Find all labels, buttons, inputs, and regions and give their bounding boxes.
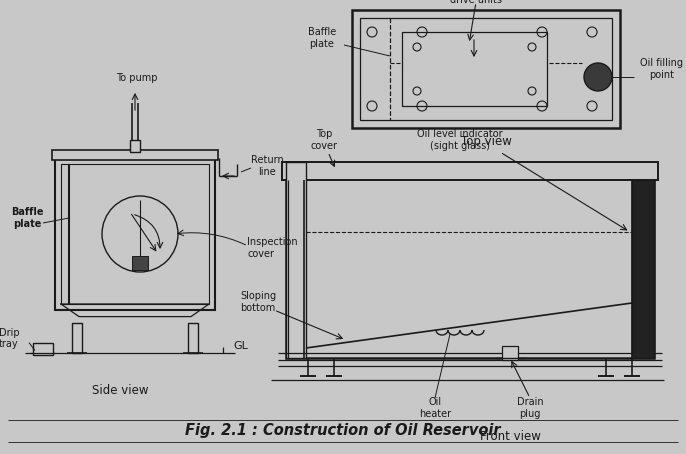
- Bar: [55, 158, 215, 310]
- Text: Front view: Front view: [480, 429, 541, 443]
- Bar: [632, 182, 644, 204]
- Circle shape: [584, 63, 612, 91]
- Bar: [402, 32, 547, 106]
- Bar: [132, 256, 148, 270]
- Text: GL: GL: [233, 340, 248, 350]
- Bar: [286, 162, 306, 358]
- Bar: [352, 10, 620, 128]
- Bar: [188, 323, 198, 353]
- Text: To pump: To pump: [116, 73, 158, 83]
- Text: Oil filling
point: Oil filling point: [641, 58, 683, 80]
- Bar: [61, 164, 209, 304]
- Bar: [33, 343, 53, 355]
- Text: Baffle
plate: Baffle plate: [11, 207, 43, 229]
- Bar: [52, 150, 218, 160]
- Text: Oil
heater: Oil heater: [419, 397, 451, 419]
- Text: Return
line: Return line: [250, 155, 283, 177]
- Bar: [360, 18, 612, 120]
- Bar: [72, 323, 82, 353]
- Bar: [502, 346, 518, 360]
- Text: Sloping
bottom: Sloping bottom: [240, 291, 276, 313]
- Text: Mount for
drive units: Mount for drive units: [450, 0, 502, 5]
- Text: Fig. 2.1 : Construction of Oil Reservoir: Fig. 2.1 : Construction of Oil Reservoir: [185, 423, 501, 438]
- Text: Inspection
cover: Inspection cover: [247, 237, 298, 259]
- Bar: [282, 162, 658, 180]
- Text: Side view: Side view: [92, 384, 148, 397]
- Bar: [286, 162, 654, 358]
- Text: Drip
tray: Drip tray: [0, 328, 19, 350]
- Bar: [632, 180, 654, 358]
- Bar: [632, 180, 654, 358]
- Text: Drain
plug: Drain plug: [517, 397, 543, 419]
- Text: Oil level indicator
(sight glass): Oil level indicator (sight glass): [417, 129, 503, 151]
- Text: Top
cover: Top cover: [311, 129, 338, 151]
- Text: Top view: Top view: [460, 135, 512, 148]
- Bar: [130, 140, 140, 152]
- Text: Baffle
plate: Baffle plate: [308, 27, 336, 49]
